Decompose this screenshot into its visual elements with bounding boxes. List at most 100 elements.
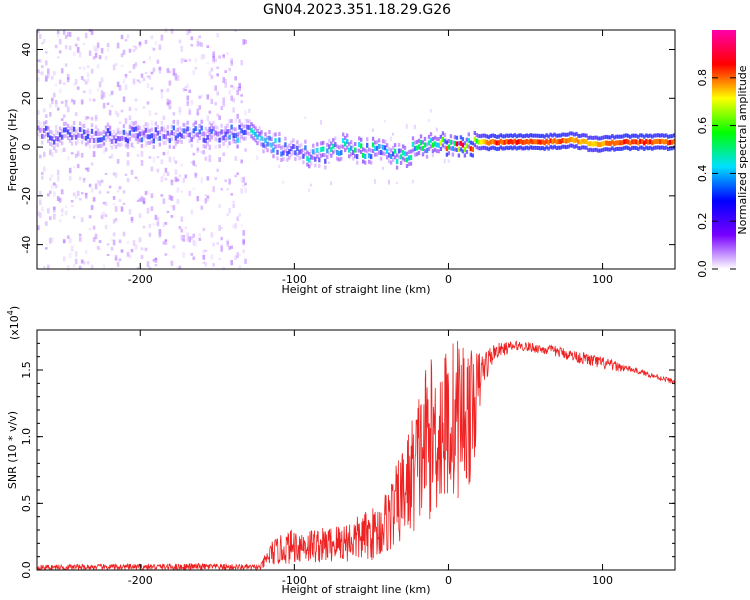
spectrogram-cell-1208 <box>326 148 329 154</box>
spectrogram-cell-136 <box>74 195 78 199</box>
spectrogram-cell-251 <box>106 102 110 105</box>
spectrogram-cell-1218 <box>334 136 337 141</box>
spectrogram-cell-568 <box>198 35 202 39</box>
spectrogram-cell-595 <box>206 195 210 201</box>
spectrogram-cell-265 <box>110 91 114 95</box>
spectrogram-cell-270 <box>112 64 116 71</box>
spectrogram-cell-786 <box>47 126 50 131</box>
spectrogram-cell-1072 <box>236 144 239 149</box>
spectrogram-cell-682 <box>230 60 233 66</box>
spectrogram-cell-625 <box>214 58 217 63</box>
spectrogram-cell-1397 <box>451 146 455 151</box>
spectrogram-cell-1015 <box>198 136 201 140</box>
spectrogram-cell-406 <box>152 157 156 163</box>
spectrogram-cell-1484 <box>509 138 512 144</box>
spectrogram-cell-1671 <box>635 133 638 138</box>
spectrogram-cell-1032 <box>210 123 213 128</box>
spectrogram-cell-783 <box>45 120 48 125</box>
spectrogram-cell-1081 <box>242 136 245 141</box>
spectrogram-cell-1715 <box>663 139 666 145</box>
colorbar-ticks: 0.00.20.40.60.8 <box>696 69 736 278</box>
spectrogram-cell-795 <box>53 134 56 138</box>
spectrogram-cell-1229 <box>340 150 343 156</box>
spectrogram-cell-1516 <box>531 145 534 150</box>
spectrogram-cell-1258 <box>360 150 363 154</box>
spectrogram-cell-407 <box>152 47 156 51</box>
spectrogram-xlabel: Height of straight line (km) <box>281 283 430 296</box>
spectrogram-cell-587 <box>202 54 206 59</box>
spectrogram-cell-96 <box>62 82 66 85</box>
spectrogram-cell-1596 <box>585 133 588 138</box>
spectrogram-cell-492 <box>176 187 180 193</box>
spectrogram-cell-1285 <box>377 150 381 155</box>
spectrogram-cell-979 <box>174 142 177 147</box>
spectrogram-cell-342 <box>132 49 136 52</box>
spectrogram-cell-853 <box>90 135 94 140</box>
spectrogram-cell-661 <box>224 135 227 141</box>
spectrogram-cell-997 <box>186 133 189 137</box>
spectrogram-cell-322 <box>128 115 132 121</box>
spectrogram-cell-462 <box>168 100 172 103</box>
spectrogram-cell-75 <box>56 30 60 35</box>
spectrogram-cell-790 <box>49 142 52 146</box>
spectrogram-cell-1661 <box>627 139 630 145</box>
spectrogram-cell-1695 <box>651 134 654 139</box>
spectrogram-cell-1126 <box>272 154 275 159</box>
spectrogram-cell-1253 <box>356 154 359 160</box>
spectrogram-cell-772 <box>37 132 40 137</box>
spectrogram-cell-367 <box>140 247 144 251</box>
spectrogram-cell-426 <box>156 221 160 226</box>
spectrogram-cell-1255 <box>358 148 361 153</box>
spectrogram-cell-1084 <box>244 136 247 141</box>
spectrogram-cell-1398 <box>453 135 457 140</box>
spectrogram-cell-1604 <box>589 141 592 147</box>
spectrogram-cell-852 <box>90 123 94 128</box>
spectrogram-cell-461 <box>166 88 170 93</box>
spectrogram-cell-320 <box>126 252 130 257</box>
spectrogram-cell-129 <box>72 82 76 86</box>
spectrogram-cell-723 <box>242 240 245 246</box>
spectrogram-cell-347 <box>134 244 138 250</box>
spectrogram-cell-1513 <box>529 145 532 150</box>
spectrogram-cell-821 <box>68 132 72 138</box>
spectrogram-cell-73 <box>56 175 60 182</box>
spectrogram-cell-498 <box>178 110 182 115</box>
spectrogram-cell-1560 <box>561 132 564 137</box>
spectrogram-cell-170 <box>84 167 88 171</box>
spectrogram-cell-623 <box>214 85 217 91</box>
spectrogram-ytick-label: -20 <box>20 187 33 205</box>
spectrogram-cell-1339 <box>413 152 417 157</box>
spectrogram-cell-804 <box>58 126 62 131</box>
spectrogram-cell-656 <box>222 54 225 59</box>
spectrogram-cell-1283 <box>375 145 379 151</box>
spectrogram-cell-303 <box>122 202 126 205</box>
spectrogram-cell-908 <box>126 138 130 144</box>
spectrogram-cell-1226 <box>338 151 341 156</box>
spectrogram-cell-879 <box>108 125 112 130</box>
spectrogram-cell-1707 <box>659 133 662 138</box>
spectrogram-cell-1299 <box>387 147 391 151</box>
spectrogram-cell-730 <box>244 39 247 44</box>
spectrogram-cell-1194 <box>318 151 321 156</box>
spectrogram-cell-704 <box>236 252 239 259</box>
spectrogram-cell-70 <box>56 56 60 59</box>
spectrogram-cell-1275 <box>371 136 375 141</box>
spectrogram-cell-583 <box>202 261 206 264</box>
spectrogram-frame <box>36 29 676 270</box>
snr-scale-exponent: 4 <box>6 310 15 315</box>
spectrogram-cell-1529 <box>539 139 542 145</box>
spectrogram-cell-387 <box>146 75 150 78</box>
spectrogram-cell-989 <box>180 133 183 139</box>
spectrogram-cell-451 <box>164 253 168 256</box>
spectrogram-cell-1157 <box>292 144 295 149</box>
spectrogram-cell-499 <box>178 174 182 178</box>
spectrogram-cell-987 <box>180 127 183 132</box>
spectrogram-cell-1666 <box>631 145 634 150</box>
spectrogram-cell-352 <box>136 125 140 130</box>
spectrogram-cell-849 <box>88 132 92 137</box>
spectrogram-cell-196 <box>92 225 96 230</box>
spectrogram-cell-394 <box>148 232 152 237</box>
spectrogram-cell-1656 <box>625 133 628 138</box>
spectrogram-cell-1420 <box>467 144 470 149</box>
spectrogram-cell-1525 <box>537 146 540 150</box>
